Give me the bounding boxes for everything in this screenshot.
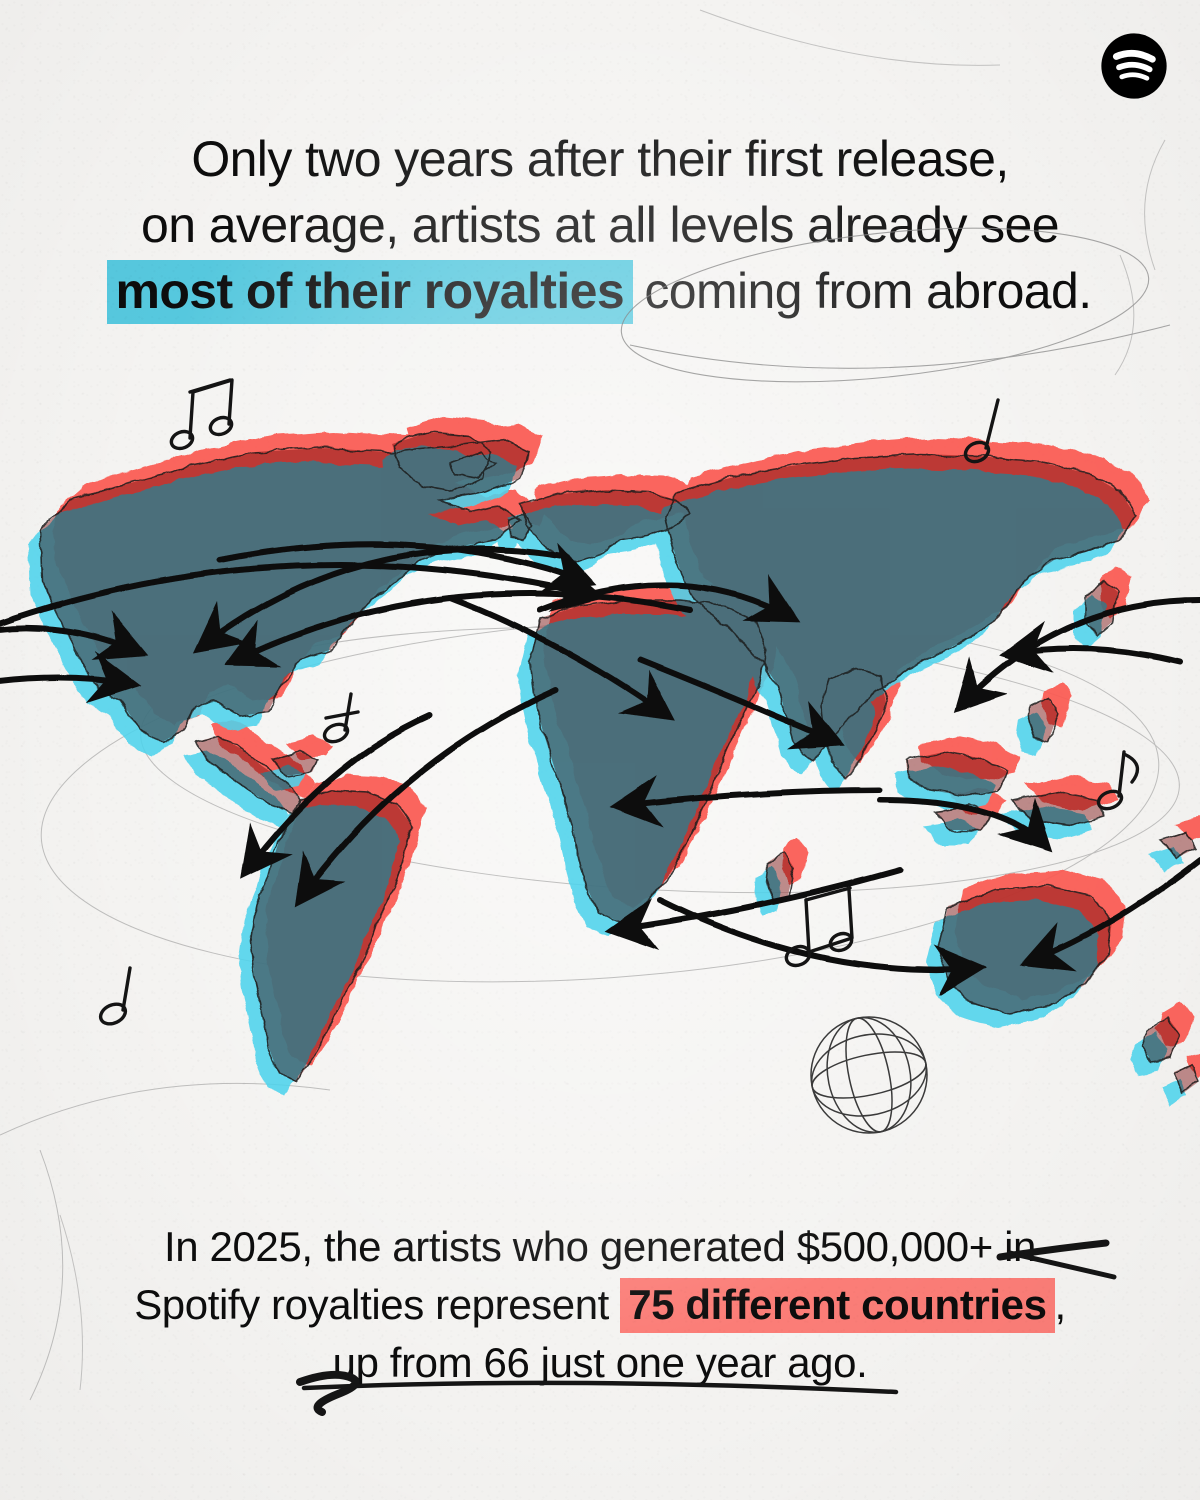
flow-arrows [0,541,1200,998]
spotify-logo[interactable] [1100,32,1168,100]
